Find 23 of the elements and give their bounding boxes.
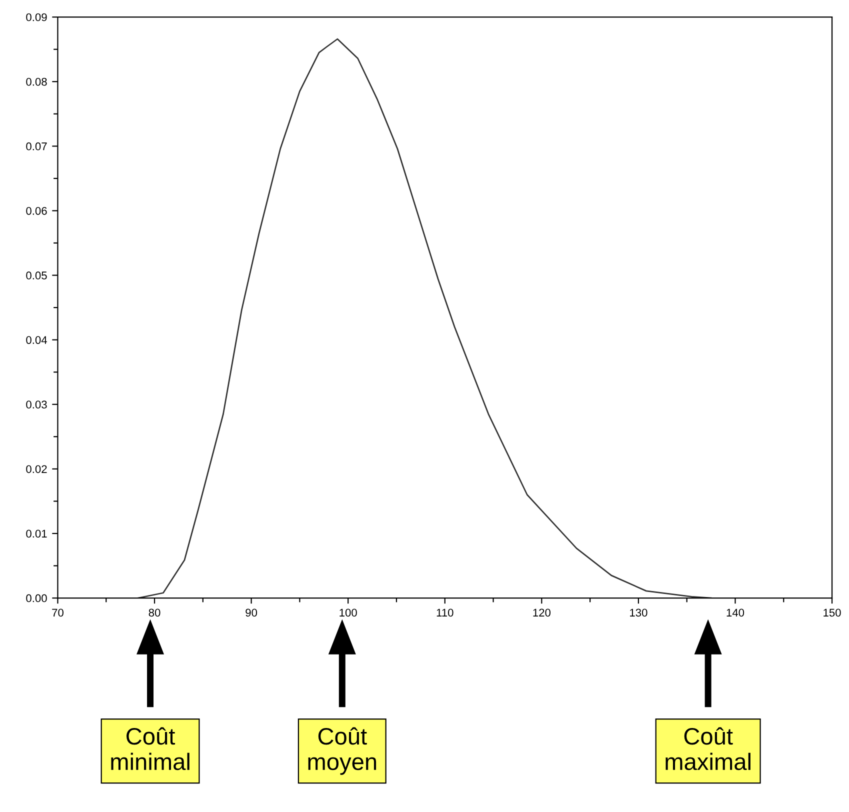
y-tick-label: 0.08 [26,78,47,86]
x-tick-label: 110 [436,608,454,617]
y-tick-label: 0.06 [26,206,47,215]
text: Coût maximal [666,727,750,770]
text: Coût moyen [308,727,376,775]
line-series [137,38,712,598]
x-tick-label: 70 [52,608,64,617]
y-tick-label: 0.02 [26,465,47,474]
x-tick-label: 90 [246,608,258,617]
x-tick-label: 130 [630,608,648,617]
x-tick-label: 120 [533,608,550,617]
y-tick-label: 0.05 [26,272,47,280]
y-tick-label: 0.04 [26,336,47,344]
y-tick-label: 0.00 [26,594,47,602]
x-tick-label: 150 [824,608,841,617]
x-tick-label: 100 [340,608,357,617]
x-tick-label: 80 [148,608,160,617]
y-tick-label: 0.01 [26,530,47,538]
y-tick-label: 0.09 [26,13,47,22]
x-tick-label: 140 [726,608,744,617]
y-tick-label: 0.07 [26,142,47,150]
text: Coût minimal [111,727,190,770]
y-tick-label: 0.03 [26,400,47,409]
